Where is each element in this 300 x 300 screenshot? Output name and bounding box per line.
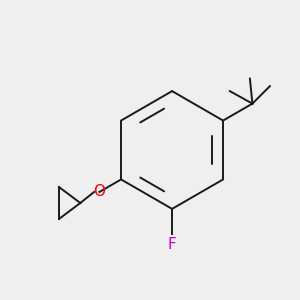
Text: O: O [93, 184, 105, 200]
Text: F: F [168, 237, 176, 252]
